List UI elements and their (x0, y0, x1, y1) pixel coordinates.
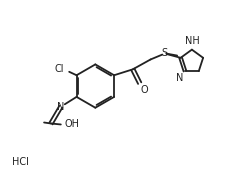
Text: N: N (57, 102, 65, 112)
Text: N: N (176, 73, 183, 83)
Text: O: O (141, 85, 148, 95)
Text: Cl: Cl (54, 64, 64, 74)
Text: S: S (161, 48, 167, 58)
Text: HCl: HCl (12, 157, 28, 167)
Text: OH: OH (65, 119, 80, 129)
Text: NH: NH (185, 36, 199, 46)
